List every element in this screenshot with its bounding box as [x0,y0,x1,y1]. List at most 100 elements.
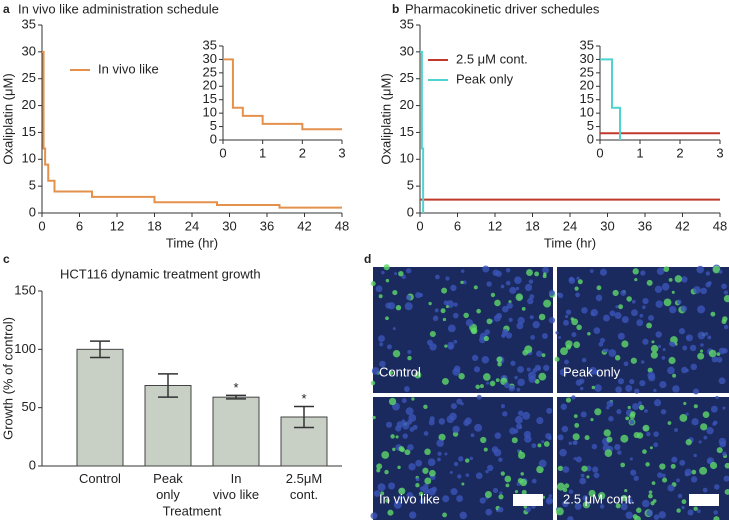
cell [653,399,662,407]
cell [534,271,540,277]
cell [615,386,623,393]
cell [429,416,435,422]
cell [718,270,723,274]
cell [620,434,629,443]
cell [595,294,603,302]
cell [378,335,385,342]
cell [541,333,548,339]
cell [661,356,666,360]
cell [608,416,614,422]
cell [663,298,672,307]
cell [401,274,406,280]
bar [144,385,192,467]
cell [565,309,572,315]
cell [429,343,437,351]
cell [419,486,425,491]
cell [581,307,588,314]
x-tick-label: 3 [716,145,723,160]
cell [393,500,402,509]
cell [565,397,572,403]
cell [642,305,646,310]
cell [629,378,635,385]
cell [521,489,527,495]
cell [441,287,448,294]
cell [514,276,522,284]
cell [679,413,688,422]
cell [625,511,633,519]
cell [483,373,491,381]
cell [440,308,446,314]
cell [671,290,675,294]
cell [668,341,674,347]
x-tick-label: 2 [299,145,306,160]
cell [556,482,565,491]
cell [528,279,534,284]
cell [650,344,659,353]
x-tick-label: 24 [563,218,577,233]
cell [655,300,663,308]
y-tick-label: 150 [14,282,36,297]
cell [710,311,716,317]
y-tick-label: 5 [29,178,36,193]
cell [385,278,390,283]
cell [700,349,704,353]
cell [414,371,422,379]
cell [460,280,464,285]
cell [444,452,448,456]
cell [571,318,579,326]
cell [506,302,513,309]
x-tick-label: 6 [454,218,461,233]
cell [641,499,650,508]
cell [590,418,594,422]
cell [699,466,708,475]
cell [437,451,442,456]
y-tick-label: 25 [580,64,594,79]
cell [593,472,600,479]
cell [644,409,648,413]
cell [568,441,573,446]
cell [529,315,534,320]
cell [630,469,637,476]
y-tick-label: 10 [580,105,594,120]
cell [419,498,426,505]
cell [631,309,638,317]
cell [398,271,404,277]
cell [429,330,436,338]
cell [504,475,512,483]
cell [576,276,580,280]
cell [538,459,547,468]
x-tick-label: 1 [259,145,266,160]
cell [564,359,569,365]
cell [634,388,640,394]
cell [575,456,582,463]
cell [567,516,574,520]
cell [560,347,568,356]
cell [618,304,624,310]
cell [577,279,583,285]
cell [668,356,676,365]
cell [630,411,636,417]
cell [564,483,570,489]
cell [402,433,408,439]
image-label: In vivo like [379,491,440,506]
cell [536,416,544,425]
x-tick-label: 3 [338,145,345,160]
cell [667,421,672,425]
cell [672,373,677,378]
cell [415,477,420,482]
cell [617,332,625,340]
cell [667,366,675,375]
cell [662,477,668,483]
cell [409,427,415,432]
cell [520,472,524,476]
cell [604,449,613,457]
cell [429,469,436,477]
cell [483,335,490,342]
y-tick-label: 30 [22,43,36,58]
cell [599,268,608,276]
x-tick-label: 2 [676,145,683,160]
cell [640,270,646,276]
cell [690,363,698,371]
cell [562,487,568,493]
cell [452,425,460,433]
